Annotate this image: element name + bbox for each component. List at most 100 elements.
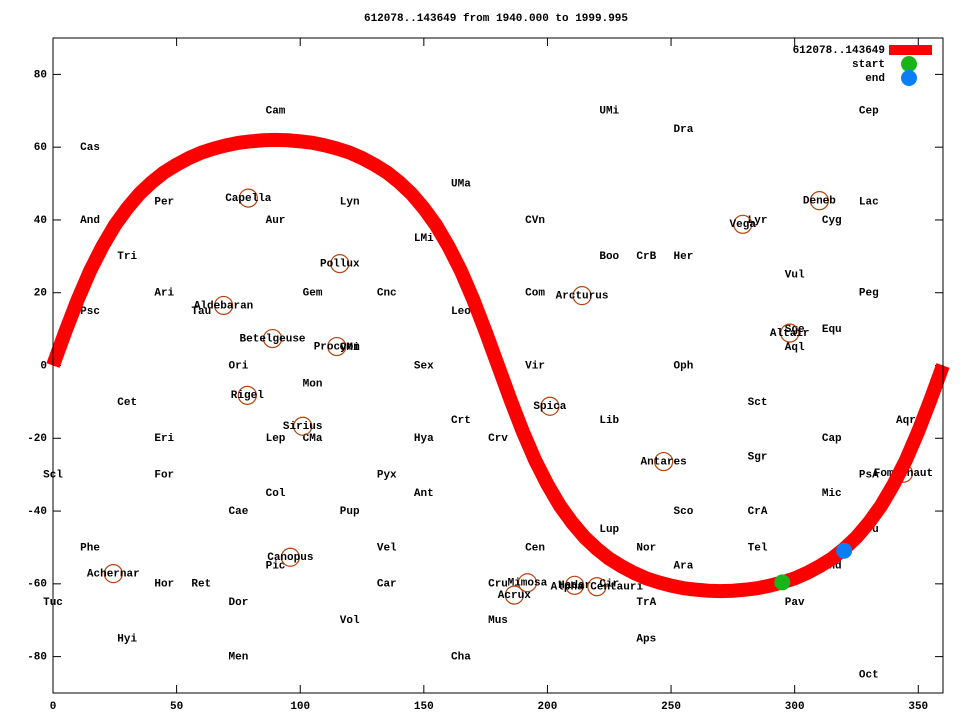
star-marker	[238, 188, 258, 208]
x-tick-label: 250	[661, 701, 681, 713]
constellation-label: Tel	[748, 542, 768, 554]
constellation-label: Cep	[859, 106, 879, 118]
y-tick-label: -60	[27, 579, 47, 591]
constellation-label: Cam	[266, 106, 286, 118]
star-marker	[237, 385, 257, 405]
constellation-label: Hor	[154, 579, 174, 591]
constellation-label: UMi	[599, 106, 619, 118]
constellation-label: Cen	[525, 542, 545, 554]
constellation-label: Cnc	[377, 288, 397, 300]
constellation-label: Lac	[859, 197, 879, 209]
constellation-label: Com	[525, 288, 545, 300]
y-tick-label: -40	[27, 506, 47, 518]
constellation-label: Lup	[599, 524, 619, 536]
constellation-label: Vol	[340, 615, 360, 627]
constellation-label: Pav	[785, 597, 805, 609]
star-marker	[213, 295, 234, 316]
star-marker	[262, 328, 283, 349]
star-label: Sirius	[283, 421, 323, 433]
star-label: Achernar	[87, 569, 140, 581]
constellation-label: Ori	[229, 360, 249, 372]
constellation-label: Mus	[488, 615, 508, 627]
star-label: Canopus	[267, 552, 313, 564]
constellation-label: Sgr	[748, 451, 768, 463]
y-tick-label: 80	[34, 69, 47, 81]
constellation-label: Crt	[451, 415, 471, 427]
constellation-label: Pic	[266, 561, 286, 573]
constellation-label: Aps	[636, 633, 656, 645]
constellation-label: Eri	[154, 433, 174, 445]
constellation-label: Lyr	[748, 215, 768, 227]
legend-label: 612078..143649	[793, 45, 885, 57]
star-marker	[103, 564, 123, 584]
star-label: Hadar	[558, 580, 591, 592]
star-label: Altair	[770, 328, 810, 340]
star-label: Alpha Centauri	[551, 582, 644, 594]
legend-swatch	[901, 56, 917, 72]
constellation-label: Ant	[414, 488, 434, 500]
x-tick-label: 100	[290, 701, 310, 713]
constellation-label: UMa	[451, 178, 471, 190]
star-marker	[540, 396, 560, 416]
star-marker	[733, 214, 753, 234]
constellation-label: Aur	[266, 215, 286, 227]
constellation-label: Pup	[340, 506, 360, 518]
point-marker	[774, 574, 791, 591]
star-marker	[504, 585, 524, 605]
star-marker	[572, 286, 592, 306]
x-tick-label: 200	[538, 701, 558, 713]
x-tick-label: 300	[785, 701, 805, 713]
legend-swatch	[901, 70, 917, 86]
constellation-label: Car	[377, 579, 397, 591]
star-label: Acrux	[498, 590, 531, 602]
constellation-label: Dra	[674, 124, 694, 136]
series-line	[46, 132, 950, 599]
star-label: Arcturus	[556, 291, 609, 303]
star-marker	[565, 575, 585, 595]
x-tick-label: 150	[414, 701, 434, 713]
constellation-label: CVn	[525, 215, 545, 227]
y-tick-label: 60	[34, 142, 47, 154]
constellation-label: Vir	[525, 360, 545, 372]
constellation-label: Oph	[674, 360, 694, 372]
star-marker	[654, 451, 674, 472]
y-tick-label: -80	[27, 652, 47, 664]
star-label: Rigel	[231, 390, 264, 402]
constellation-label: Vul	[785, 269, 805, 281]
constellation-label: Cet	[117, 397, 137, 409]
y-tick-label: 0	[40, 360, 47, 372]
constellation-label: Tau	[191, 306, 211, 318]
constellation-label: For	[154, 470, 174, 482]
star-label: Mimosa	[508, 578, 548, 590]
star-marker	[780, 323, 800, 343]
constellation-label: Mic	[822, 488, 842, 500]
star-marker	[517, 573, 538, 593]
constellation-label: Mon	[303, 379, 323, 391]
constellation-label: Sge	[785, 324, 805, 336]
constellation-label: Lib	[599, 415, 619, 427]
star-label: Procyon	[314, 341, 360, 353]
constellation-label: Ari	[154, 288, 174, 300]
y-tick-label: 20	[34, 288, 47, 300]
star-marker	[293, 416, 313, 436]
constellation-label: Equ	[822, 324, 842, 336]
star-marker	[587, 577, 607, 597]
constellation-label: Aql	[785, 342, 805, 354]
constellation-label: Pyx	[377, 470, 397, 482]
star-marker	[809, 191, 829, 211]
chart-title: 612078..143649 from 1940.000 to 1999.995	[364, 13, 628, 25]
star-marker	[280, 547, 300, 567]
constellation-label: Crv	[488, 433, 508, 445]
constellation-label: Boo	[599, 251, 619, 263]
point-marker	[836, 542, 853, 559]
constellation-label: LMi	[414, 233, 434, 245]
star-label: Aldebaran	[194, 300, 253, 312]
constellation-label: CMa	[303, 433, 323, 445]
constellation-label: Dor	[229, 597, 249, 609]
star-label: Spica	[533, 401, 566, 413]
x-tick-label: 50	[170, 701, 183, 713]
star-label: Betelgeuse	[240, 333, 306, 345]
constellation-label: Sco	[674, 506, 694, 518]
constellation-label: Nor	[636, 542, 656, 554]
